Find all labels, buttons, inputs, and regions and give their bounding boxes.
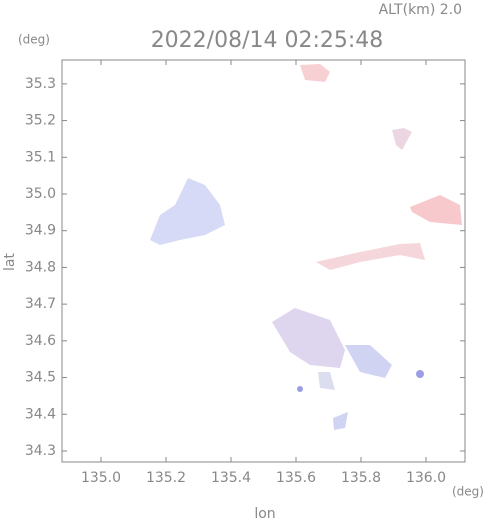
x-tick-label: 135.2 (146, 470, 186, 486)
echo (318, 372, 335, 390)
y-tick-label: 35.1 (25, 149, 56, 165)
echo (333, 412, 348, 430)
y-tick-label: 34.7 (25, 296, 56, 312)
echo (300, 64, 330, 82)
x-axis-label: lon (254, 506, 275, 521)
echo (345, 345, 392, 378)
y-tick-label: 34.8 (25, 259, 56, 275)
x-tick-label: 135.4 (211, 470, 251, 486)
y-tick-label: 35.2 (25, 113, 56, 129)
echo (272, 308, 345, 368)
echo (297, 386, 303, 392)
echo (416, 370, 424, 378)
echo (392, 128, 412, 150)
x-tick-label: 135.0 (81, 470, 121, 486)
plot-frame (61, 59, 466, 463)
echo (410, 195, 462, 225)
x-tick-label: 136.0 (406, 470, 446, 486)
y-tick-label: 35.3 (25, 76, 56, 92)
x-tick-label: 135.6 (276, 470, 316, 486)
y-tick-label: 34.5 (25, 370, 56, 386)
chart-subtitle: ALT(km) 2.0 (379, 2, 462, 18)
y-tick-label: 35.0 (25, 186, 56, 202)
y-tick-label: 34.4 (25, 406, 56, 422)
y-unit: (deg) (18, 33, 50, 47)
y-tick-label: 34.3 (25, 443, 56, 459)
chart-title: 2022/08/14 02:25:48 (151, 28, 384, 53)
x-tick-label: 135.8 (341, 470, 381, 486)
y-axis-label: lat (2, 253, 18, 271)
echo (316, 243, 425, 270)
echo-areas (150, 64, 462, 430)
echo (150, 178, 225, 245)
y-tick-label: 34.9 (25, 223, 56, 239)
y-tick-label: 34.6 (25, 333, 56, 349)
x-unit: (deg) (452, 485, 484, 499)
